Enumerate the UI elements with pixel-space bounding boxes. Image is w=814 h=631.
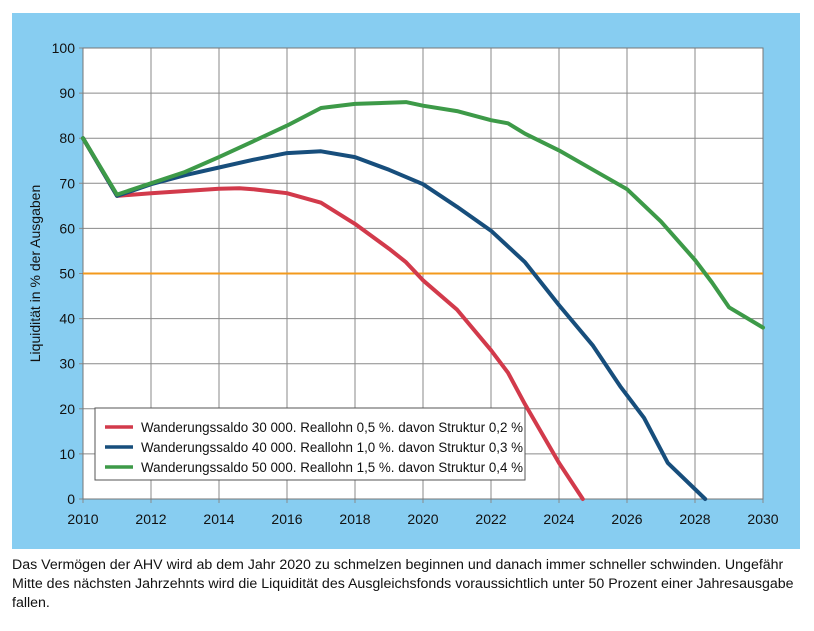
y-tick-label: 10: [59, 446, 75, 462]
series-line-3: [81, 100, 765, 330]
x-tick-label: 2028: [679, 511, 710, 527]
x-tick-label: 2014: [203, 511, 234, 527]
x-tick-label: 2016: [271, 511, 302, 527]
legend-label-3: Wanderungssaldo 50 000. Reallohn 1,5 %. …: [141, 460, 523, 475]
y-tick-label: 60: [59, 220, 75, 236]
y-tick-label: 80: [59, 130, 75, 146]
y-tick-label: 100: [52, 40, 76, 56]
x-tick-label: 2026: [611, 511, 642, 527]
legend-label-2: Wanderungssaldo 40 000. Reallohn 1,0 %. …: [141, 440, 523, 455]
y-tick-label: 40: [59, 311, 75, 327]
y-tick-label: 20: [59, 401, 75, 417]
y-tick-label: 30: [59, 356, 75, 372]
x-tick-label: 2022: [475, 511, 506, 527]
y-tick-label: 70: [59, 175, 75, 191]
chart-caption: Das Vermögen der AHV wird ab dem Jahr 20…: [12, 557, 794, 611]
legend-box: [94, 407, 526, 481]
legend-label-1: Wanderungssaldo 30 000. Reallohn 0,5 %. …: [141, 420, 523, 435]
y-tick-label: 0: [67, 491, 75, 507]
x-tick-label: 2024: [543, 511, 574, 527]
x-tick-label: 2020: [407, 511, 438, 527]
series-line-2: [81, 136, 708, 501]
x-tick-label: 2030: [747, 511, 778, 527]
liquidity-chart: 2010 2012 2014 2016 2018 2020 2022 2024 2026 2028…: [27, 40, 779, 527]
series-line-1: [81, 136, 585, 501]
x-tick-label: 2010: [67, 511, 98, 527]
y-tick-label: 50: [59, 266, 75, 282]
x-tick-label: 2018: [339, 511, 370, 527]
x-tick-label: 2012: [135, 511, 166, 527]
y-tick-label: 90: [59, 85, 75, 101]
y-axis-label: Liquidität in % der Ausgaben: [27, 185, 43, 362]
